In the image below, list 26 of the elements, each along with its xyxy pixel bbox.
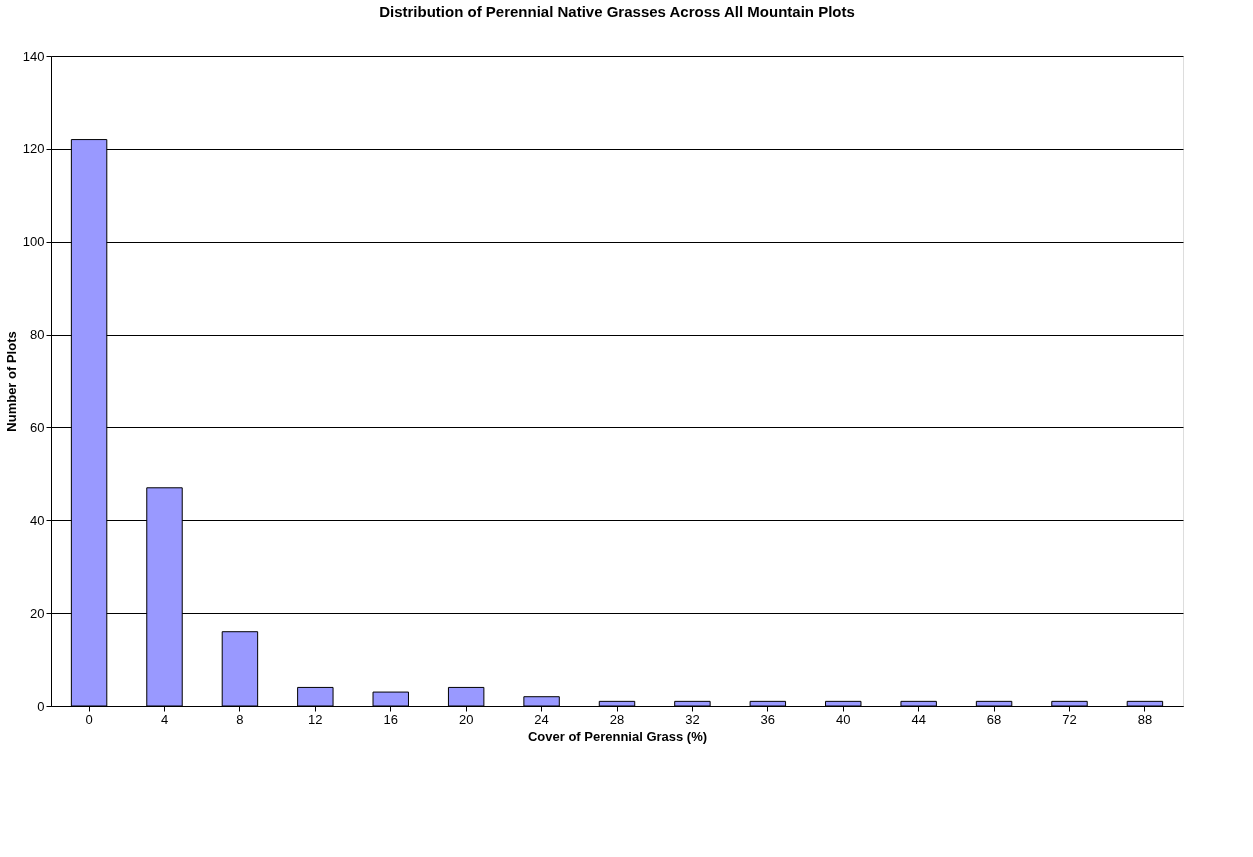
x-tick-label: 24 [534, 711, 549, 727]
y-tick-label: 140 [22, 48, 45, 64]
x-tick-label: 4 [160, 711, 169, 727]
y-tick-label: 100 [22, 234, 45, 250]
x-tick-label: 44 [911, 711, 926, 727]
y-tick-label: 0 [37, 698, 45, 714]
x-tick-label: 68 [986, 711, 1002, 727]
x-tick-label: 88 [1137, 711, 1153, 727]
x-tick-label: 28 [609, 711, 625, 727]
x-tick-label: 8 [236, 711, 244, 727]
x-tick-label: 12 [308, 711, 323, 727]
y-tick-label: 80 [30, 327, 45, 343]
x-tick-label: 40 [836, 711, 851, 727]
y-tick-label: 40 [30, 512, 45, 528]
y-tick-label: 60 [30, 419, 45, 435]
x-tick-label: 32 [685, 711, 700, 727]
x-tick-label: 72 [1062, 711, 1077, 727]
x-tick-label: 16 [383, 711, 398, 727]
y-axis-title: Number of Plots [3, 331, 19, 432]
x-tick-label: 36 [760, 711, 776, 727]
chart-title: Distribution of Perennial Native Grasses Across All Mountain Plots [379, 3, 855, 20]
x-tick-label: 20 [458, 711, 474, 727]
y-tick-label: 120 [22, 141, 45, 157]
x-axis-title: Cover of Perennial Grass (%) [527, 728, 708, 744]
y-tick-label: 20 [30, 605, 45, 621]
x-tick-label: 0 [85, 711, 93, 727]
